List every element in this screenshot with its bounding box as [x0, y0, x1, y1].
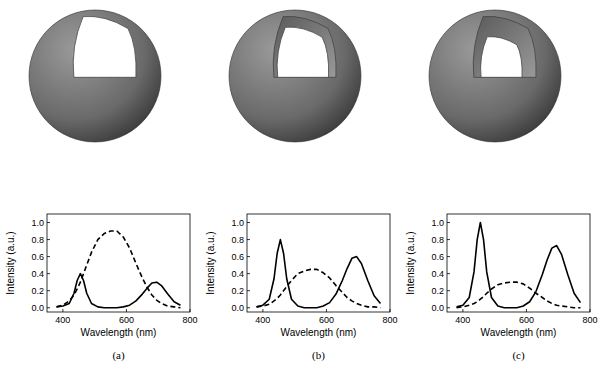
x-tick	[262, 309, 263, 312]
series-line	[457, 282, 581, 308]
y-tick	[47, 307, 50, 308]
y-tick-label: 0.0	[231, 303, 244, 313]
y-tick-label: 0.4	[231, 269, 244, 279]
y-tick	[447, 256, 450, 257]
inner-cut-out	[481, 37, 523, 78]
y-tick-label: 0.8	[231, 235, 244, 245]
series-line	[457, 223, 581, 308]
y-tick-label: 0.6	[431, 252, 444, 262]
x-tick-label: 400	[55, 315, 70, 325]
x-tick	[62, 309, 63, 312]
x-tick	[126, 309, 127, 312]
plot-frame	[447, 214, 590, 312]
y-axis-title: Intensity (a.u.)	[405, 231, 416, 294]
y-tick-label: 0.8	[431, 235, 444, 245]
x-tick-label: 800	[382, 315, 397, 325]
y-tick-label: 1.0	[31, 218, 44, 228]
plot-frame	[247, 214, 390, 312]
y-tick	[47, 239, 50, 240]
y-tick	[247, 239, 250, 240]
y-tick-label: 0.4	[431, 269, 444, 279]
x-axis-title: Wavelength (nm)	[481, 327, 557, 338]
shell	[429, 10, 561, 142]
sphere-illustration	[429, 10, 561, 142]
inner-cut-out	[277, 27, 329, 77]
y-tick-label: 0.0	[31, 303, 44, 313]
y-tick-label: 0.2	[431, 286, 444, 296]
y-axis-title: Intensity (a.u.)	[5, 231, 16, 294]
panel: 0.0 0.2 0.4 0.6 0.8 1.0 400 600 800 Wavelength (n…	[205, 214, 398, 362]
y-tick-label: 1.0	[231, 218, 244, 228]
panel: 0.0 0.2 0.4 0.6 0.8 1.0 400 600 800 Wavelength (n…	[5, 214, 198, 362]
y-tick-label: 0.8	[31, 235, 44, 245]
shell	[29, 10, 161, 142]
shell	[229, 10, 361, 142]
y-tick-label: 0.2	[231, 286, 244, 296]
x-tick	[390, 309, 391, 312]
y-tick-label: 0.2	[31, 286, 44, 296]
y-tick-label: 0.0	[431, 303, 444, 313]
y-tick-label: 0.6	[31, 252, 44, 262]
y-tick	[47, 290, 50, 291]
series-line	[57, 274, 181, 308]
panel-caption: (c)	[512, 349, 525, 362]
y-tick-label: 1.0	[431, 218, 444, 228]
y-tick	[447, 273, 450, 274]
plot-data	[57, 231, 181, 308]
series-line	[257, 240, 381, 308]
y-tick	[447, 222, 450, 223]
cut-out	[473, 16, 536, 77]
sphere-illustration	[29, 10, 161, 142]
plot-data	[457, 223, 581, 308]
y-tick	[247, 222, 250, 223]
x-tick-label: 600	[319, 315, 334, 325]
y-tick	[47, 256, 50, 257]
x-tick-label: 400	[455, 315, 470, 325]
sphere-illustration	[229, 10, 361, 142]
y-tick	[247, 290, 250, 291]
panel-caption: (b)	[312, 349, 325, 362]
y-tick	[447, 290, 450, 291]
x-tick	[462, 309, 463, 312]
x-tick	[190, 309, 191, 312]
y-tick	[247, 273, 250, 274]
panel: 0.0 0.2 0.4 0.6 0.8 1.0 400 600 800 Wavelength (n…	[405, 214, 598, 362]
x-tick-label: 400	[255, 315, 270, 325]
x-tick-label: 800	[582, 315, 597, 325]
x-tick-label: 600	[119, 315, 134, 325]
panel-caption: (a)	[112, 349, 125, 362]
series-line	[57, 231, 181, 308]
x-tick-label: 600	[519, 315, 534, 325]
y-tick	[247, 256, 250, 257]
y-tick	[47, 273, 50, 274]
y-tick-label: 0.6	[231, 252, 244, 262]
x-tick-label: 800	[182, 315, 197, 325]
series-line	[257, 269, 381, 307]
y-tick-label: 0.4	[31, 269, 44, 279]
x-axis-title: Wavelength (nm)	[281, 327, 357, 338]
y-tick	[447, 307, 450, 308]
plot-frame	[47, 214, 190, 312]
plot-data	[257, 240, 381, 308]
cut-out	[273, 16, 336, 77]
y-tick	[47, 222, 50, 223]
y-tick	[447, 239, 450, 240]
y-tick	[247, 307, 250, 308]
cut-out	[73, 16, 136, 77]
x-axis-title: Wavelength (nm)	[81, 327, 157, 338]
x-tick	[590, 309, 591, 312]
x-tick	[526, 309, 527, 312]
x-tick	[326, 309, 327, 312]
y-axis-title: Intensity (a.u.)	[205, 231, 216, 294]
figure: 0.0 0.2 0.4 0.6 0.8 1.0 400 600 800 Wavelength (n…	[0, 0, 608, 367]
